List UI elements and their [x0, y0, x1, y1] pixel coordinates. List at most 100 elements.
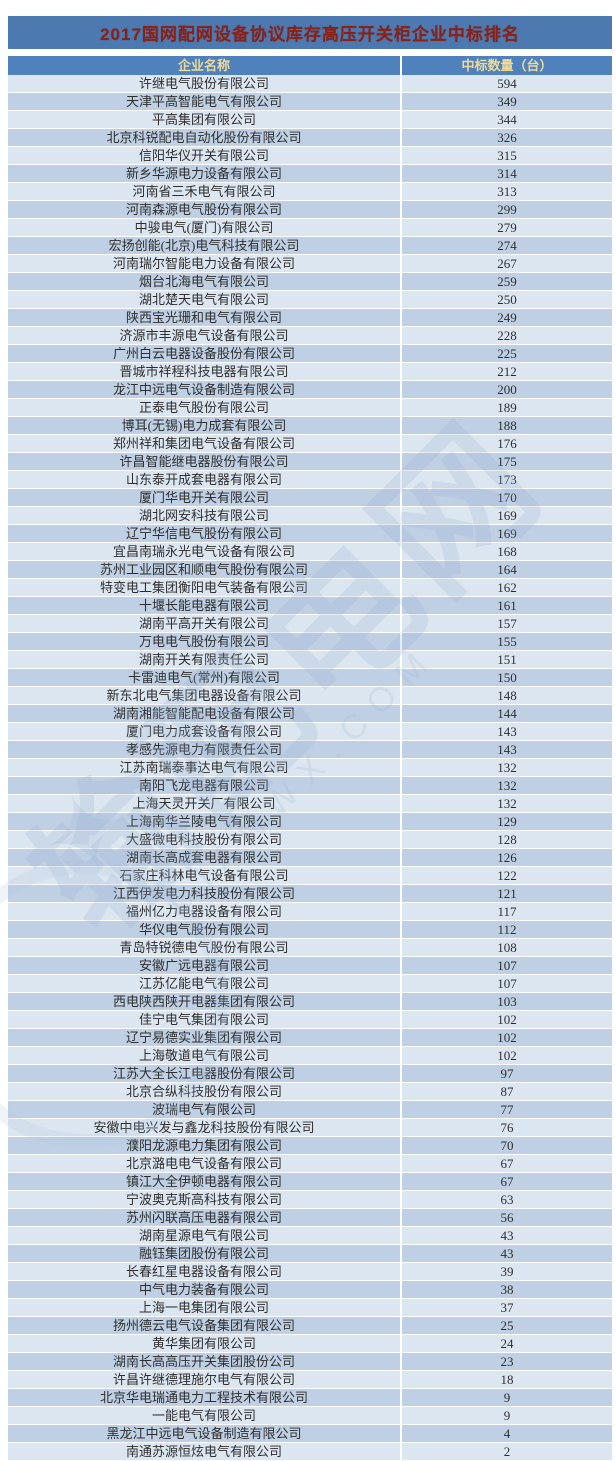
company-name-cell: 辽宁易德实业集团有限公司	[8, 1029, 402, 1046]
bid-count-cell: 188	[497, 418, 517, 433]
table-row: 苏州闪联高压电器有限公司 56	[8, 1209, 612, 1227]
table-row: 青岛特锐德电气股份有限公司 108	[8, 939, 612, 957]
company-name-cell: 安徽中电兴发与鑫龙科技股份有限公司	[8, 1119, 402, 1136]
bid-count-cell: 122	[497, 868, 517, 883]
bid-count-cell: 107	[497, 958, 517, 973]
bid-count-cell: 9	[503, 1390, 511, 1405]
bid-count-cell: 315	[497, 148, 517, 163]
company-name-cell: 厦门电力成套设备有限公司	[8, 723, 402, 740]
table-row: 上海南华兰陵电气有限公司 129	[8, 813, 612, 831]
bid-count-cell: 67	[500, 1156, 514, 1171]
bid-count-cell: 102	[497, 1030, 517, 1045]
table-row: 南通苏源恒炫电气有限公司 2	[8, 1443, 612, 1461]
bid-count-cell: 102	[497, 1012, 517, 1027]
bid-count-cell: 200	[497, 382, 517, 397]
company-name-cell: 黄华集团有限公司	[8, 1335, 402, 1352]
table-row: 孝感先源电力有限责任公司 143	[8, 741, 612, 759]
bid-count-cell: 107	[497, 976, 517, 991]
bid-count-cell: 70	[500, 1138, 514, 1153]
table-row: 信阳华仪开关有限公司 315	[8, 147, 612, 165]
bid-count-cell: 267	[497, 256, 517, 271]
title-bar: 2017国网配网设备协议库存高压开关柜企业中标排名	[8, 16, 612, 49]
bid-count-cell: 2	[503, 1444, 511, 1459]
table-row: 中气电力装备有限公司 38	[8, 1281, 612, 1299]
company-name-cell: 厦门华电开关有限公司	[8, 489, 402, 506]
bid-count-cell: 326	[497, 130, 517, 145]
table-row: 烟台北海电气有限公司 259	[8, 273, 612, 291]
company-name-cell: 辽宁华信电气股份有限公司	[8, 525, 402, 542]
bid-count-cell: 18	[500, 1372, 514, 1387]
table-row: 湖南湘能智能配电设备有限公司 144	[8, 705, 612, 723]
bid-count-cell: 103	[497, 994, 517, 1009]
bid-count-cell: 63	[500, 1192, 514, 1207]
company-name-cell: 烟台北海电气有限公司	[8, 273, 402, 290]
table-row: 济源市丰源电气设备有限公司 228	[8, 327, 612, 345]
bid-count-cell: 9	[503, 1408, 511, 1423]
table-row: 厦门电力成套设备有限公司 143	[8, 723, 612, 741]
company-name-cell: 天津平高智能电气有限公司	[8, 93, 402, 110]
bid-count-cell: 128	[497, 832, 517, 847]
company-name-cell: 陕西宝光珊和电气有限公司	[8, 309, 402, 326]
table-row: 龙江中远电气设备制造有限公司 200	[8, 381, 612, 399]
table-row: 上海天灵开关厂有限公司 132	[8, 795, 612, 813]
table-row: 黑龙江中远电气设备制造有限公司 4	[8, 1425, 612, 1443]
company-name-cell: 湖南长高成套电器有限公司	[8, 849, 402, 866]
company-name-cell: 上海敬道电气有限公司	[8, 1047, 402, 1064]
company-name-cell: 龙江中远电气设备制造有限公司	[8, 381, 402, 398]
table-row: 江西伊发电力科技股份有限公司 121	[8, 885, 612, 903]
table-row: 新乡华源电力设备有限公司 314	[8, 165, 612, 183]
company-name-cell: 湖南开关有限责任公司	[8, 651, 402, 668]
bid-count-cell: 97	[500, 1066, 514, 1081]
page-title: 2017国网配网设备协议库存高压开关柜企业中标排名	[100, 25, 520, 44]
bid-count-cell: 228	[497, 328, 517, 343]
table-row: 湖南长高成套电器有限公司 126	[8, 849, 612, 867]
bid-count-cell: 4	[503, 1426, 511, 1441]
table-row: 黄华集团有限公司 24	[8, 1335, 612, 1353]
bid-count-cell: 594	[497, 76, 517, 91]
company-name-cell: 扬州德云电气设备集团有限公司	[8, 1317, 402, 1334]
company-name-cell: 苏州闪联高压电器有限公司	[8, 1209, 402, 1226]
company-name-cell: 中气电力装备有限公司	[8, 1281, 402, 1298]
company-name-cell: 孝感先源电力有限责任公司	[8, 741, 402, 758]
bid-count-cell: 279	[497, 220, 517, 235]
bid-count-cell: 169	[497, 508, 517, 523]
company-name-cell: 万电电气股份有限公司	[8, 633, 402, 650]
company-name-cell: 信阳华仪开关有限公司	[8, 147, 402, 164]
bid-count-cell: 344	[497, 112, 517, 127]
table-row: 石家庄科林电气设备有限公司 122	[8, 867, 612, 885]
company-name-cell: 许昌智能继电器股份有限公司	[8, 453, 402, 470]
bid-count-cell: 77	[500, 1102, 514, 1117]
company-name-cell: 江苏亿能电气有限公司	[8, 975, 402, 992]
bid-count-cell: 148	[497, 688, 517, 703]
bid-count-cell: 164	[497, 562, 517, 577]
company-name-cell: 宜昌南瑞永光电气设备有限公司	[8, 543, 402, 560]
table-row: 许昌智能继电器股份有限公司 175	[8, 453, 612, 471]
company-name-cell: 苏州工业园区和顺电气股份有限公司	[8, 561, 402, 578]
bid-count-cell: 313	[497, 184, 517, 199]
title-header-gap	[8, 49, 612, 56]
table-row: 宜昌南瑞永光电气设备有限公司 168	[8, 543, 612, 561]
table-row: 长春红星电器设备有限公司 39	[8, 1263, 612, 1281]
company-name-cell: 郑州祥和集团电气设备有限公司	[8, 435, 402, 452]
company-name-cell: 安徽广远电器有限公司	[8, 957, 402, 974]
bid-count-cell: 249	[497, 310, 517, 325]
table-row: 宁波奥克斯高科技有限公司 63	[8, 1191, 612, 1209]
company-name-cell: 镇江大全伊顿电器有限公司	[8, 1173, 402, 1190]
table-row: 南阳飞龙电器有限公司 132	[8, 777, 612, 795]
company-name-cell: 江苏大全长江电器股份有限公司	[8, 1065, 402, 1082]
bid-count-cell: 189	[497, 400, 517, 415]
bid-count-cell: 25	[500, 1318, 514, 1333]
bid-count-cell: 170	[497, 490, 517, 505]
table-header-row: 企业名称 中标数量（台）	[8, 56, 612, 75]
bid-count-cell: 143	[497, 742, 517, 757]
ranking-table-page: 2017国网配网设备协议库存高压开关柜企业中标排名 企业名称 中标数量（台） 许…	[8, 16, 612, 1461]
table-row: 卡雷迪电气(常州)有限公司 150	[8, 669, 612, 687]
company-name-cell: 南通苏源恒炫电气有限公司	[8, 1443, 402, 1460]
ranking-table: 企业名称 中标数量（台） 许继电气股份有限公司 594 天津平高智能电气有限公司 34…	[8, 56, 612, 1461]
bid-count-cell: 117	[497, 904, 517, 919]
table-row: 江苏亿能电气有限公司 107	[8, 975, 612, 993]
column-header-company: 企业名称	[8, 56, 402, 75]
bid-count-cell: 175	[497, 454, 517, 469]
company-name-cell: 济源市丰源电气设备有限公司	[8, 327, 402, 344]
bid-count-cell: 102	[497, 1048, 517, 1063]
